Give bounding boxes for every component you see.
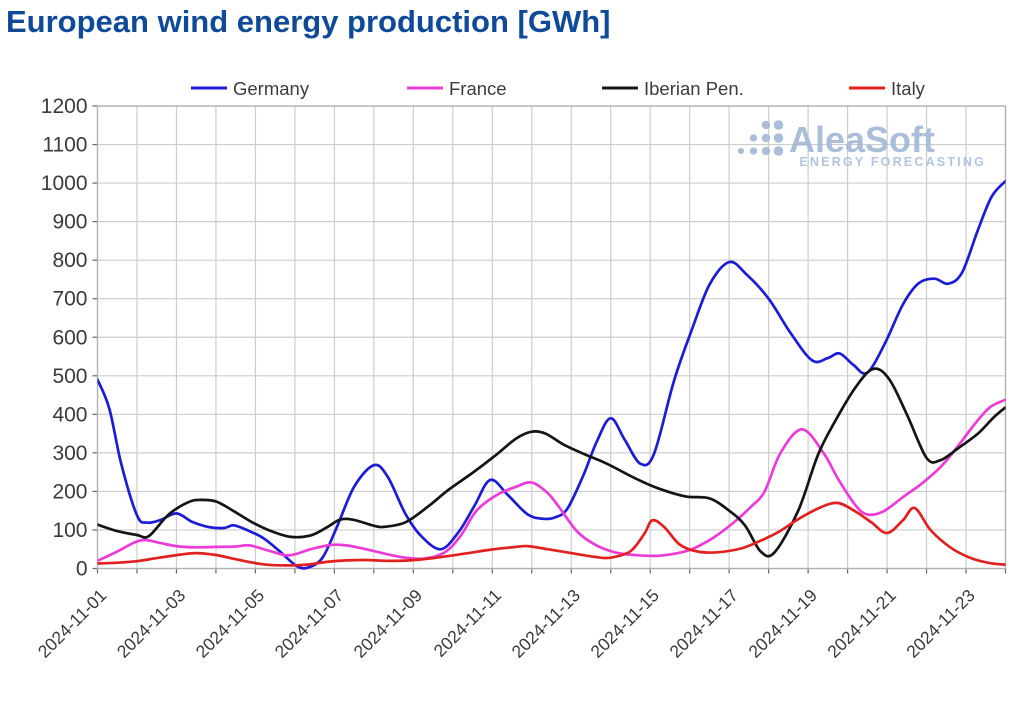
x-tick-label: 2024-11-17 (665, 585, 742, 662)
series-line-germany (97, 179, 1006, 570)
y-tick-label: 1200 (41, 95, 88, 118)
logo-tagline: ENERGY FORECASTING (799, 155, 986, 169)
y-tick-label: 700 (52, 288, 87, 311)
plot-border (96, 105, 1007, 570)
y-tick-label: 0 (76, 558, 88, 581)
page-title: European wind energy production [GWh] (6, 4, 611, 39)
y-tick-label: 600 (52, 326, 87, 349)
legend-label: Italy (891, 78, 926, 99)
x-tick-label: 2024-11-13 (508, 585, 585, 662)
legend-item-germany: Germany (191, 78, 310, 99)
x-tick-label: 2024-11-11 (430, 585, 506, 661)
logo-dot (737, 147, 745, 155)
x-tick-label: 2024-11-05 (192, 585, 269, 662)
legend-label: Germany (233, 78, 310, 99)
series-line-italy (97, 501, 1006, 567)
x-tick-label: 2024-11-01 (34, 585, 111, 662)
logo-dot (773, 120, 784, 130)
series-line-france (97, 398, 1006, 563)
x-tick-label: 2024-11-23 (902, 585, 979, 662)
logo-dot (773, 146, 784, 156)
y-tick-label: 200 (52, 480, 87, 503)
y-tick-label: 100 (52, 519, 87, 542)
x-tick-label: 2024-11-15 (587, 585, 664, 662)
logo-dot (749, 134, 758, 142)
y-tick-label: 500 (52, 365, 87, 388)
logo-text: AleaSoft (789, 119, 935, 160)
legend-label: Iberian Pen. (644, 78, 744, 99)
series-line-iberian-pen (97, 367, 1006, 558)
y-tick-label: 800 (52, 249, 87, 272)
logo-dot (761, 146, 771, 156)
x-tick-label: 2024-11-19 (744, 585, 821, 662)
y-tick-label: 900 (52, 211, 87, 234)
logo-dot (761, 120, 771, 130)
logo-dot (749, 147, 758, 155)
y-tick-label: 300 (52, 442, 87, 465)
x-tick-label: 2024-11-09 (350, 585, 427, 662)
x-axis-labels: 2024-11-01 2024-11-03 2024-11-05 2024-11-07… (34, 585, 979, 662)
x-tick-label: 2024-11-21 (823, 585, 900, 662)
legend-item-italy: Italy (849, 78, 926, 99)
x-tick-label: 2024-11-03 (113, 585, 190, 662)
y-tick-label: 400 (52, 403, 87, 426)
grid: 0 100 200 300 400 500 600 700 800 900 1000 1100 1200 (41, 95, 1007, 581)
y-tick-label: 1000 (41, 172, 88, 195)
logo-dot (761, 133, 771, 143)
legend-item-iberian-pen: Iberian Pen. (602, 78, 744, 99)
legend-item-france: France (407, 78, 507, 99)
x-tick-label: 2024-11-07 (271, 585, 348, 662)
series-curves (97, 179, 1006, 570)
legend: Germany France Iberian Pen. Italy (191, 78, 926, 99)
logo-dot (773, 133, 784, 143)
y-tick-label: 1100 (42, 134, 87, 157)
legend-label: France (449, 78, 507, 99)
